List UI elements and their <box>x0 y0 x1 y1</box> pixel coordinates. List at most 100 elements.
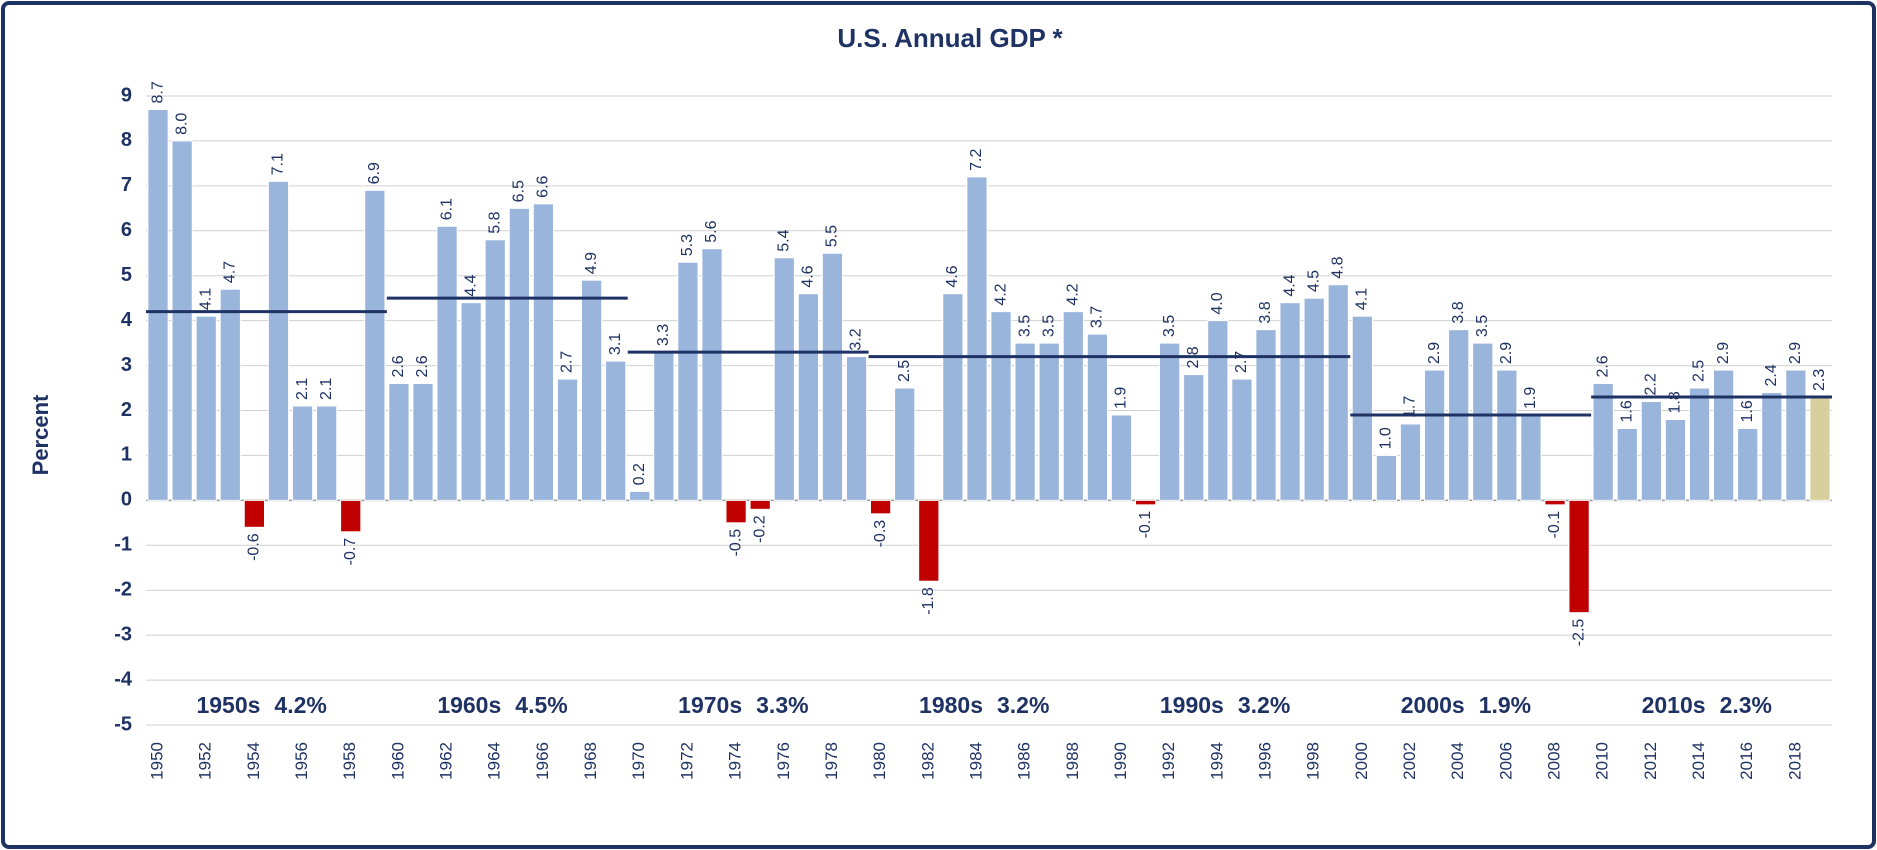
value-label: 1.6 <box>1618 400 1635 422</box>
x-tick-label: 1984 <box>966 742 985 780</box>
value-label: 4.2 <box>992 283 1009 305</box>
bar <box>1520 414 1542 501</box>
value-label: 7.1 <box>270 153 287 175</box>
bar <box>1568 499 1590 614</box>
decade-label: 1980s <box>919 692 983 718</box>
value-label: -1.8 <box>920 587 937 615</box>
value-label: 2.5 <box>896 360 913 382</box>
bar <box>1616 427 1638 501</box>
chart-title: U.S. Annual GDP * <box>837 23 1063 53</box>
y-tick-label: -4 <box>114 668 133 690</box>
value-label: 4.9 <box>583 252 600 274</box>
y-tick-label: -5 <box>114 713 132 735</box>
bar <box>556 378 579 501</box>
bar <box>1785 369 1807 501</box>
value-label: 1.8 <box>1667 391 1684 413</box>
bar <box>1038 342 1060 501</box>
value-label: 2.9 <box>1426 342 1443 364</box>
bar <box>1399 423 1422 501</box>
bar <box>869 499 892 515</box>
value-label: 5.4 <box>775 229 792 251</box>
bar <box>460 302 482 501</box>
bar <box>436 225 458 501</box>
decade-label: 1970s <box>678 692 742 718</box>
value-label: -0.1 <box>1137 511 1154 539</box>
value-label: -0.7 <box>342 538 359 566</box>
bar <box>364 189 386 501</box>
bar <box>1110 414 1133 501</box>
value-label: 2.3 <box>1811 369 1828 391</box>
bar <box>1303 297 1325 501</box>
decade-average-label: 1.9% <box>1479 692 1531 718</box>
value-label: 6.5 <box>511 180 528 202</box>
bar <box>1496 369 1518 501</box>
bar <box>1761 392 1783 501</box>
bar <box>484 239 506 501</box>
bar <box>942 293 964 501</box>
value-label: 5.3 <box>679 234 696 256</box>
bar <box>990 311 1012 501</box>
value-label: 1.0 <box>1378 427 1395 449</box>
bar <box>171 140 193 501</box>
x-tick-label: 2016 <box>1737 742 1756 780</box>
bar <box>1640 401 1662 501</box>
bar <box>219 288 241 501</box>
value-label: 2.9 <box>1498 342 1515 364</box>
value-label: 1.9 <box>1113 387 1130 409</box>
value-label: 2.9 <box>1715 342 1732 364</box>
bar <box>1472 342 1494 501</box>
bar <box>1183 374 1205 501</box>
x-tick-label: 1998 <box>1304 742 1323 780</box>
value-label: 1.6 <box>1739 400 1756 422</box>
bar <box>316 405 338 501</box>
y-tick-label: 4 <box>121 309 133 331</box>
decade-label: 2010s <box>1642 692 1706 718</box>
x-tick-label: 1986 <box>1015 742 1034 780</box>
x-tick-label: 1990 <box>1111 742 1130 780</box>
x-tick-label: 2008 <box>1544 742 1563 780</box>
x-tick-label: 2006 <box>1496 742 1515 780</box>
decade-average-label: 4.5% <box>515 692 567 718</box>
x-tick-label: 1958 <box>340 742 359 780</box>
x-tick-label: 1960 <box>388 742 407 780</box>
decade-label: 1960s <box>437 692 501 718</box>
value-label: 3.5 <box>1474 315 1491 337</box>
x-tick-label: 1974 <box>726 742 745 780</box>
x-tick-label: 2000 <box>1352 742 1371 780</box>
bar <box>725 499 747 524</box>
value-label: 5.6 <box>703 220 720 242</box>
value-label: 2.6 <box>1594 355 1611 377</box>
bar <box>1255 329 1277 501</box>
x-tick-label: 1950 <box>148 742 167 780</box>
x-tick-label: 1992 <box>1159 742 1178 780</box>
value-label: 2.5 <box>1691 360 1708 382</box>
value-label: -0.2 <box>751 515 768 543</box>
bar <box>291 405 314 501</box>
bar <box>1159 342 1181 501</box>
bar <box>508 207 530 501</box>
bar <box>821 252 844 501</box>
decade-average-label: 2.3% <box>1720 692 1772 718</box>
bar <box>1014 342 1036 501</box>
bar <box>797 293 819 501</box>
value-label: 2.7 <box>1233 351 1250 373</box>
decade-label: 1950s <box>196 692 260 718</box>
x-tick-label: 2004 <box>1448 742 1467 780</box>
y-tick-label: 2 <box>121 399 132 421</box>
decade-label: 2000s <box>1401 692 1465 718</box>
value-label: 3.3 <box>655 324 672 346</box>
decade-average-label: 3.2% <box>997 692 1049 718</box>
value-label: 2.4 <box>1763 364 1780 386</box>
value-label: 3.8 <box>1257 301 1274 323</box>
decade-average-label: 4.2% <box>274 692 326 718</box>
value-label: 6.9 <box>366 162 383 184</box>
value-label: 8.7 <box>149 81 166 103</box>
value-label: 4.7 <box>222 261 239 283</box>
x-tick-label: 1962 <box>437 742 456 780</box>
x-tick-label: 1964 <box>485 742 504 780</box>
x-tick-label: 1970 <box>629 742 648 780</box>
value-label: 4.6 <box>944 265 961 287</box>
bar <box>653 351 675 501</box>
x-tick-label: 1976 <box>774 742 793 780</box>
